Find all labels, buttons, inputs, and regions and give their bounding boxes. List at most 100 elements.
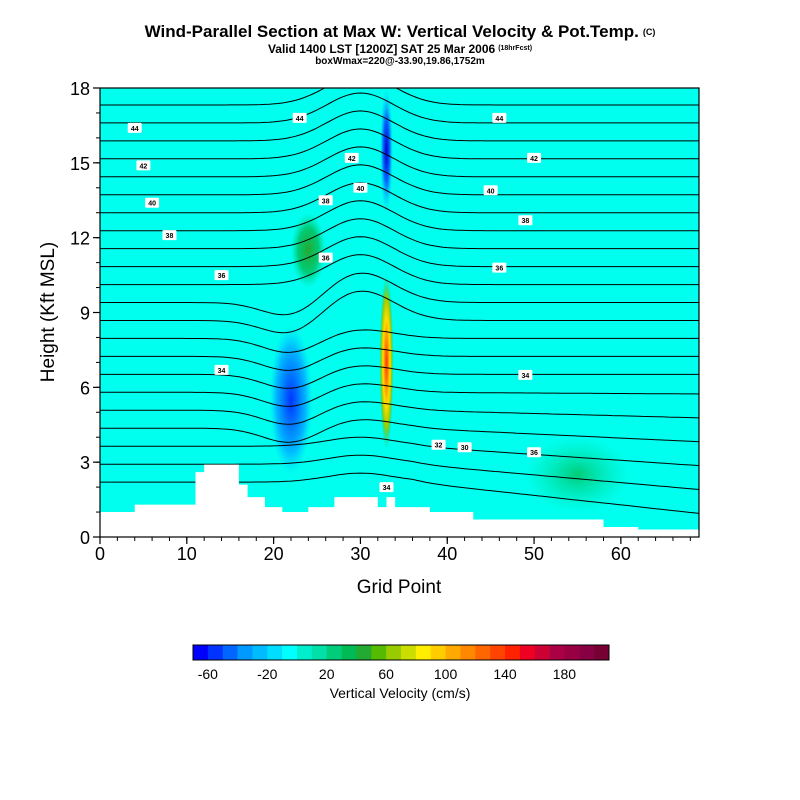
- theta-contour: [100, 347, 699, 371]
- x-tick-label: 40: [437, 544, 457, 564]
- svg-text:32: 32: [435, 443, 443, 450]
- svg-text:36: 36: [218, 273, 226, 280]
- theta-label: 42: [344, 152, 359, 163]
- x-tick-label: 60: [611, 544, 631, 564]
- svg-text:34: 34: [383, 485, 391, 492]
- svg-text:38: 38: [166, 233, 174, 240]
- colorbar-swatch: [252, 645, 268, 660]
- theta-label: 38: [162, 230, 177, 241]
- theta-labels: 44 44 44 42 42 42 40 40 40 38 38 38 36 36 36 34 34 34 32 30…: [127, 112, 542, 493]
- theta-contour: [100, 128, 699, 160]
- colorbar-swatch: [207, 645, 224, 660]
- weak-up-cell: [290, 212, 326, 288]
- theta-contour: [100, 182, 699, 214]
- svg-text:44: 44: [495, 116, 503, 123]
- svg-text:34: 34: [521, 373, 529, 380]
- colorbar-swatch: [341, 645, 357, 660]
- svg-text:42: 42: [530, 156, 538, 163]
- y-tick-label: 3: [80, 453, 90, 473]
- colorbar-tick-label: 60: [378, 666, 394, 682]
- theta-label: 34: [214, 364, 229, 375]
- colorbar: -60 -20 20 60 100 140 180: [192, 644, 610, 682]
- svg-text:36: 36: [322, 256, 330, 263]
- theta-contour: [100, 401, 699, 425]
- velocity-field: [269, 88, 630, 513]
- colorbar-swatch: [445, 645, 461, 660]
- x-tick-label: 20: [264, 544, 284, 564]
- theta-label: 44: [292, 112, 307, 123]
- colorbar-label: Vertical Velocity (cm/s): [330, 685, 471, 701]
- updraft-cell: [379, 275, 394, 450]
- x-tick-label: 10: [177, 544, 197, 564]
- colorbar-swatch: [356, 645, 372, 660]
- theta-contour: [100, 436, 699, 467]
- svg-text:42: 42: [140, 163, 148, 170]
- x-tick-label: 30: [350, 544, 370, 564]
- theta-label: 38: [518, 215, 533, 226]
- colorbar-swatch: [475, 645, 491, 660]
- colorbar-tick-label: 100: [434, 666, 458, 682]
- y-tick-label: 9: [80, 304, 90, 324]
- theta-label: 34: [518, 369, 533, 380]
- colorbar-tick-label: 140: [493, 666, 517, 682]
- svg-text:36: 36: [495, 266, 503, 273]
- colorbar-swatch: [430, 645, 446, 660]
- y-tick-label: 0: [80, 528, 90, 548]
- colorbar-swatch: [564, 645, 580, 660]
- theta-label: 36: [492, 262, 507, 273]
- svg-text:44: 44: [131, 126, 139, 133]
- colorbar-tick-label: -20: [257, 666, 277, 682]
- colorbar-swatch: [534, 645, 550, 660]
- colorbar-swatch: [401, 645, 417, 660]
- theta-label: 42: [527, 152, 542, 163]
- y-tick-label: 12: [70, 229, 90, 249]
- theta-contour: [100, 110, 699, 142]
- y-axis: 0 3 6 9 12 15 18: [70, 79, 100, 548]
- colorbar-swatch: [594, 645, 610, 660]
- theta-contour: [100, 92, 699, 124]
- colorbar-swatch: [222, 645, 238, 660]
- svg-text:38: 38: [322, 198, 330, 205]
- y-tick-label: 15: [70, 154, 90, 174]
- theta-contour: [100, 419, 699, 443]
- theta-label: 36: [214, 270, 229, 281]
- colorbar-tick-label: 180: [553, 666, 577, 682]
- svg-text:30: 30: [461, 445, 469, 452]
- y-tick-label: 6: [80, 378, 90, 398]
- colorbar-swatch: [415, 645, 432, 660]
- chart-title: Wind-Parallel Section at Max W: Vertical…: [144, 22, 656, 41]
- colorbar-swatch: [326, 645, 342, 660]
- colorbar-swatch: [460, 645, 476, 660]
- colorbar-frame: [192, 644, 610, 661]
- colorbar-tick-label: -60: [198, 666, 218, 682]
- x-axis: 0 10 20 30 40 50 60: [95, 537, 691, 564]
- theta-label: 30: [457, 442, 472, 453]
- colorbar-swatch: [386, 645, 402, 660]
- colorbar-swatch: [371, 645, 387, 660]
- downdraft-cell: [269, 324, 313, 475]
- colorbar-swatch: [311, 645, 328, 660]
- theta-label: 32: [431, 439, 446, 450]
- svg-text:40: 40: [357, 186, 365, 193]
- colorbar-swatch: [267, 645, 283, 660]
- theta-contour: [100, 236, 699, 268]
- theta-contour: [100, 272, 699, 316]
- x-tick-label: 0: [95, 544, 105, 564]
- y-tick-label: 18: [70, 79, 90, 99]
- theta-label: 40: [353, 182, 368, 193]
- theta-label: 38: [318, 195, 333, 206]
- colorbar-tick-label: 20: [319, 666, 335, 682]
- theta-contour: [100, 290, 699, 334]
- theta-label: 34: [379, 482, 394, 493]
- chart-valid-time: Valid 1400 LST [1200Z] SAT 25 Mar 2006 (1…: [267, 42, 533, 56]
- theta-contour: [100, 200, 699, 232]
- theta-contour: [100, 454, 699, 490]
- downdraft-cell: [379, 88, 393, 213]
- terrain: [100, 464, 699, 537]
- theta-contour: [100, 164, 699, 196]
- svg-text:36: 36: [530, 450, 538, 457]
- theta-contours: [100, 88, 699, 514]
- theta-label: 40: [483, 185, 498, 196]
- theta-label: 40: [145, 197, 160, 208]
- svg-text:42: 42: [348, 156, 356, 163]
